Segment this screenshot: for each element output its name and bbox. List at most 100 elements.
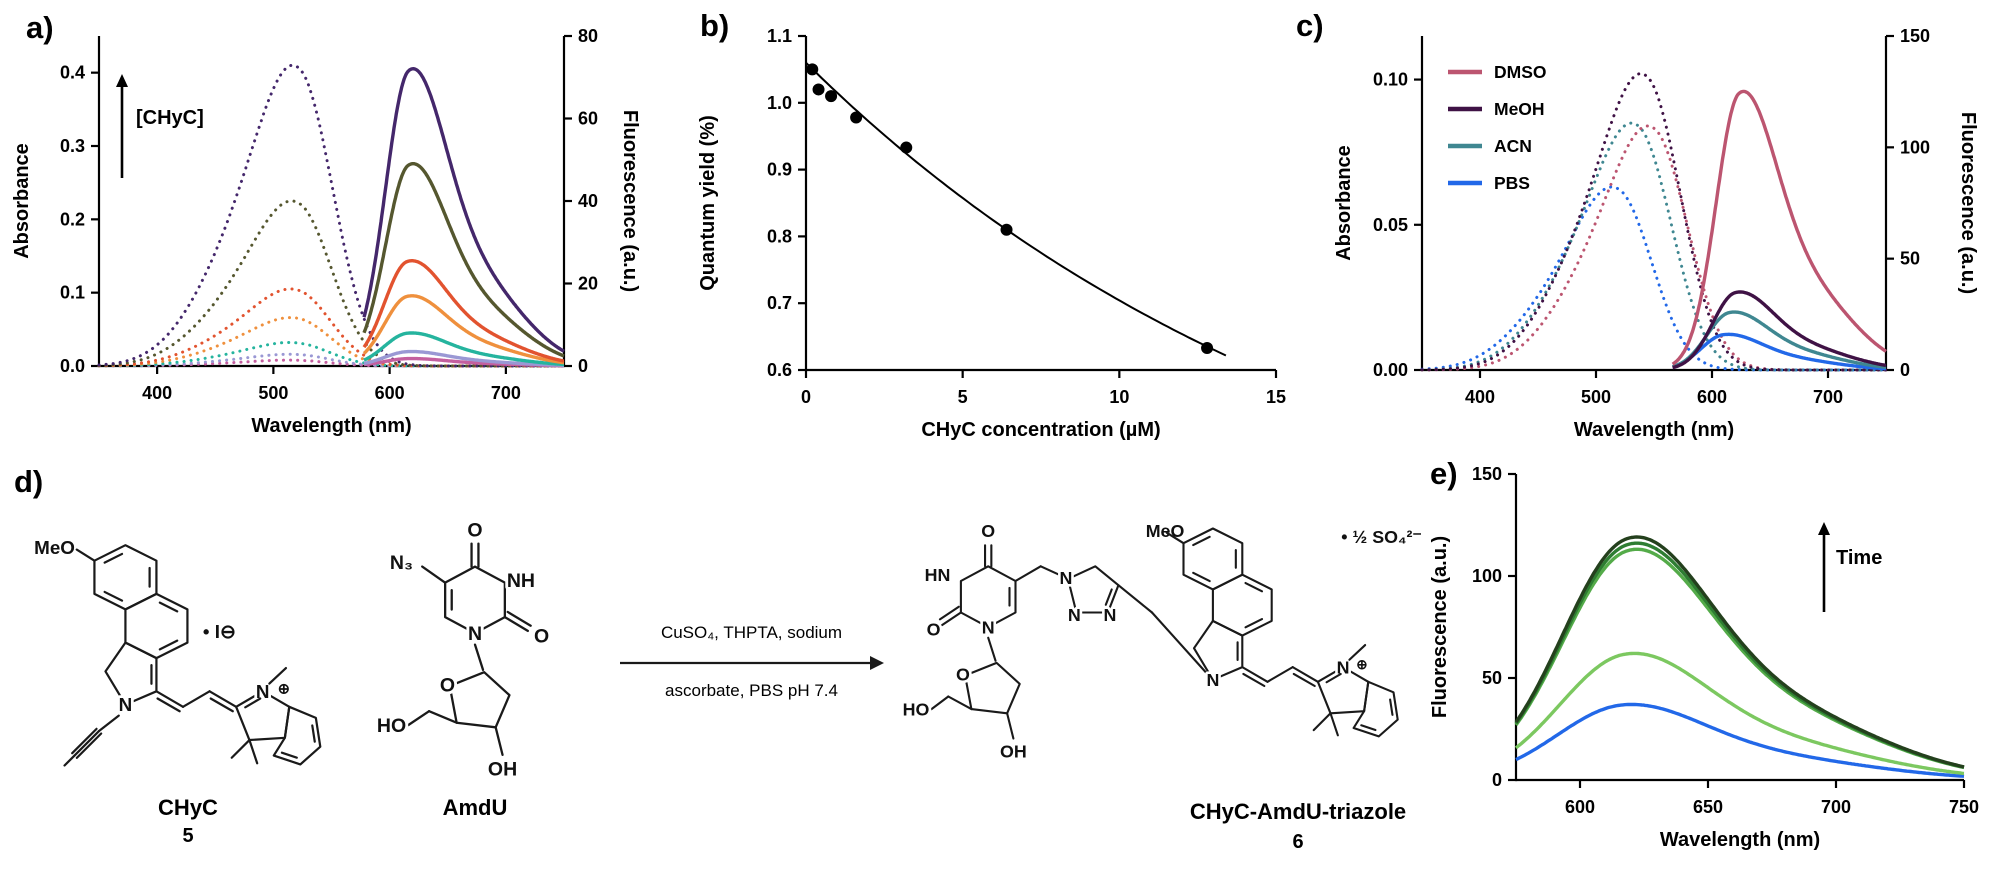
y-tick-label: 0.9	[767, 160, 792, 180]
double-bond	[244, 697, 262, 709]
x-tick-label: 15	[1266, 387, 1286, 407]
bond	[407, 710, 431, 727]
oxygen-label: O	[467, 520, 482, 542]
dmso-absorbance-curve	[1420, 124, 1888, 372]
double-bond	[311, 724, 316, 743]
y-tick-right-label: 60	[578, 109, 598, 129]
benzene-ring	[272, 705, 322, 766]
azide-label: N₃	[390, 552, 413, 574]
annotation-text: Time	[1836, 547, 1882, 569]
double-bond	[1325, 672, 1342, 684]
y-tick-label: 0.2	[60, 209, 85, 229]
sugar-ring	[964, 661, 1021, 715]
y-tick-right-label: 80	[578, 26, 598, 46]
data-point	[812, 83, 825, 96]
double-bond	[1192, 571, 1211, 583]
product-name: CHyC-AmdU-triazole	[1189, 799, 1407, 824]
bond	[1291, 666, 1319, 683]
y-tick-label: 0.1	[60, 283, 85, 303]
panel-label-a: a)	[26, 10, 54, 45]
x-tick-label: 600	[375, 383, 405, 403]
iodide-counterion-label: • I⊖	[203, 621, 236, 642]
bond	[473, 643, 485, 672]
double-bond	[1360, 724, 1377, 732]
meo-label: MeO	[1146, 521, 1185, 541]
bond	[494, 726, 504, 757]
x-tick-label: 500	[1581, 387, 1611, 407]
legend-label: PBS	[1494, 173, 1530, 193]
product-number: 6	[1292, 831, 1304, 853]
y-tick-right-label: 0	[1900, 360, 1910, 380]
bond	[230, 738, 251, 759]
sugar-ring	[448, 671, 511, 729]
x-axis-title: Wavelength (nm)	[1660, 829, 1820, 851]
absorbance-curve	[97, 352, 566, 368]
y-tick-label: 1.0	[767, 93, 792, 113]
y-tick-label: 50	[1482, 668, 1502, 688]
emission-curve	[1514, 651, 1965, 776]
nitrogen-label: N	[1206, 670, 1219, 690]
reaction-scheme-panel: MeO N N ⊕ • I⊖ CHyC 5	[8, 455, 1428, 875]
absorbance-curve	[97, 316, 566, 368]
bond	[1039, 565, 1067, 579]
bond	[97, 714, 120, 733]
bond	[503, 615, 529, 633]
time-fluorescence-chart-e: 600 650 700 750 0 50 100 150 Wavelength (nm) Fluo…	[1429, 464, 1979, 851]
x-tick-label: 0	[801, 387, 811, 407]
bond	[248, 738, 259, 765]
ring-oxygen-label: O	[956, 665, 970, 685]
y-tick-label: 0.8	[767, 226, 792, 246]
y-tick-label: 150	[1472, 464, 1502, 484]
plus-charge: ⊕	[1356, 657, 1367, 672]
bond	[1241, 666, 1269, 683]
emission-curve	[362, 294, 565, 365]
double-bond	[1104, 588, 1113, 606]
x-tick-label: 400	[1465, 387, 1495, 407]
bond	[1014, 565, 1042, 583]
absorbance-curve	[97, 341, 566, 368]
bond	[1242, 672, 1266, 688]
bond	[421, 565, 447, 584]
amdu-name: AmdU	[442, 795, 508, 820]
chart-group: 400 500 600 700 0.0 0.1 0.2 0.3 0.4 0 20 40 60 80 Wave…	[11, 26, 641, 437]
oxygen-label: O	[927, 620, 941, 640]
y-axis-title: Absorbance	[1333, 145, 1355, 261]
pbs-emission-curve	[1671, 332, 1887, 371]
solvent-spectra-chart-c: 400 500 600 700 0.00 0.05 0.10 0 50 100 150 Wavelen…	[1333, 26, 1979, 441]
y-tick-right-label: 100	[1900, 137, 1930, 157]
absorbance-curve	[97, 199, 566, 368]
bond	[1312, 712, 1332, 732]
bond	[427, 710, 458, 724]
amdu-structure: O NH O N N₃ O HO OH	[374, 517, 552, 784]
oxygen-label: O	[534, 625, 549, 647]
double-bond	[158, 639, 179, 651]
legend-label: DMSO	[1494, 62, 1547, 82]
reaction-arrow	[620, 656, 884, 670]
y-tick-right-label: 0	[578, 356, 588, 376]
oh-label: OH	[1000, 741, 1027, 761]
absorbance-fluorescence-chart-a: 400 500 600 700 0.0 0.1 0.2 0.3 0.4 0 20 40 60 80 Wave…	[11, 26, 641, 437]
chart-group: 400 500 600 700 0.00 0.05 0.10 0 50 100 150 Wavelen…	[1333, 26, 1979, 441]
emission-curve	[363, 349, 565, 367]
x-tick-label: 500	[258, 383, 288, 403]
y-tick-label: 0.7	[767, 293, 792, 313]
meoh-emission-curve	[1671, 290, 1887, 370]
panel-label-b: b)	[700, 8, 730, 43]
bond	[71, 727, 98, 755]
bond	[73, 730, 100, 757]
double-bond	[103, 590, 124, 602]
panel-label-c: c)	[1296, 8, 1324, 43]
y-tick-label: 100	[1472, 566, 1502, 586]
chart-group: 0 5 10 15 0.6 0.7 0.8 0.9 1.0 1.1 CHyC concentrati…	[697, 26, 1286, 441]
plus-charge: ⊕	[278, 682, 290, 698]
y-axis-right-title: Fluorescence (a.u.)	[619, 110, 641, 292]
sulfate-counterion-label: • ½ SO₄²⁻	[1341, 527, 1422, 547]
emission-curve	[1514, 547, 1965, 770]
pyrrole-ring	[104, 641, 158, 706]
y-tick-label: 0.05	[1373, 215, 1408, 235]
bond	[506, 610, 532, 627]
bond	[987, 636, 997, 662]
y-tick-label: 0.0	[60, 356, 85, 376]
x-tick-label: 600	[1697, 387, 1727, 407]
